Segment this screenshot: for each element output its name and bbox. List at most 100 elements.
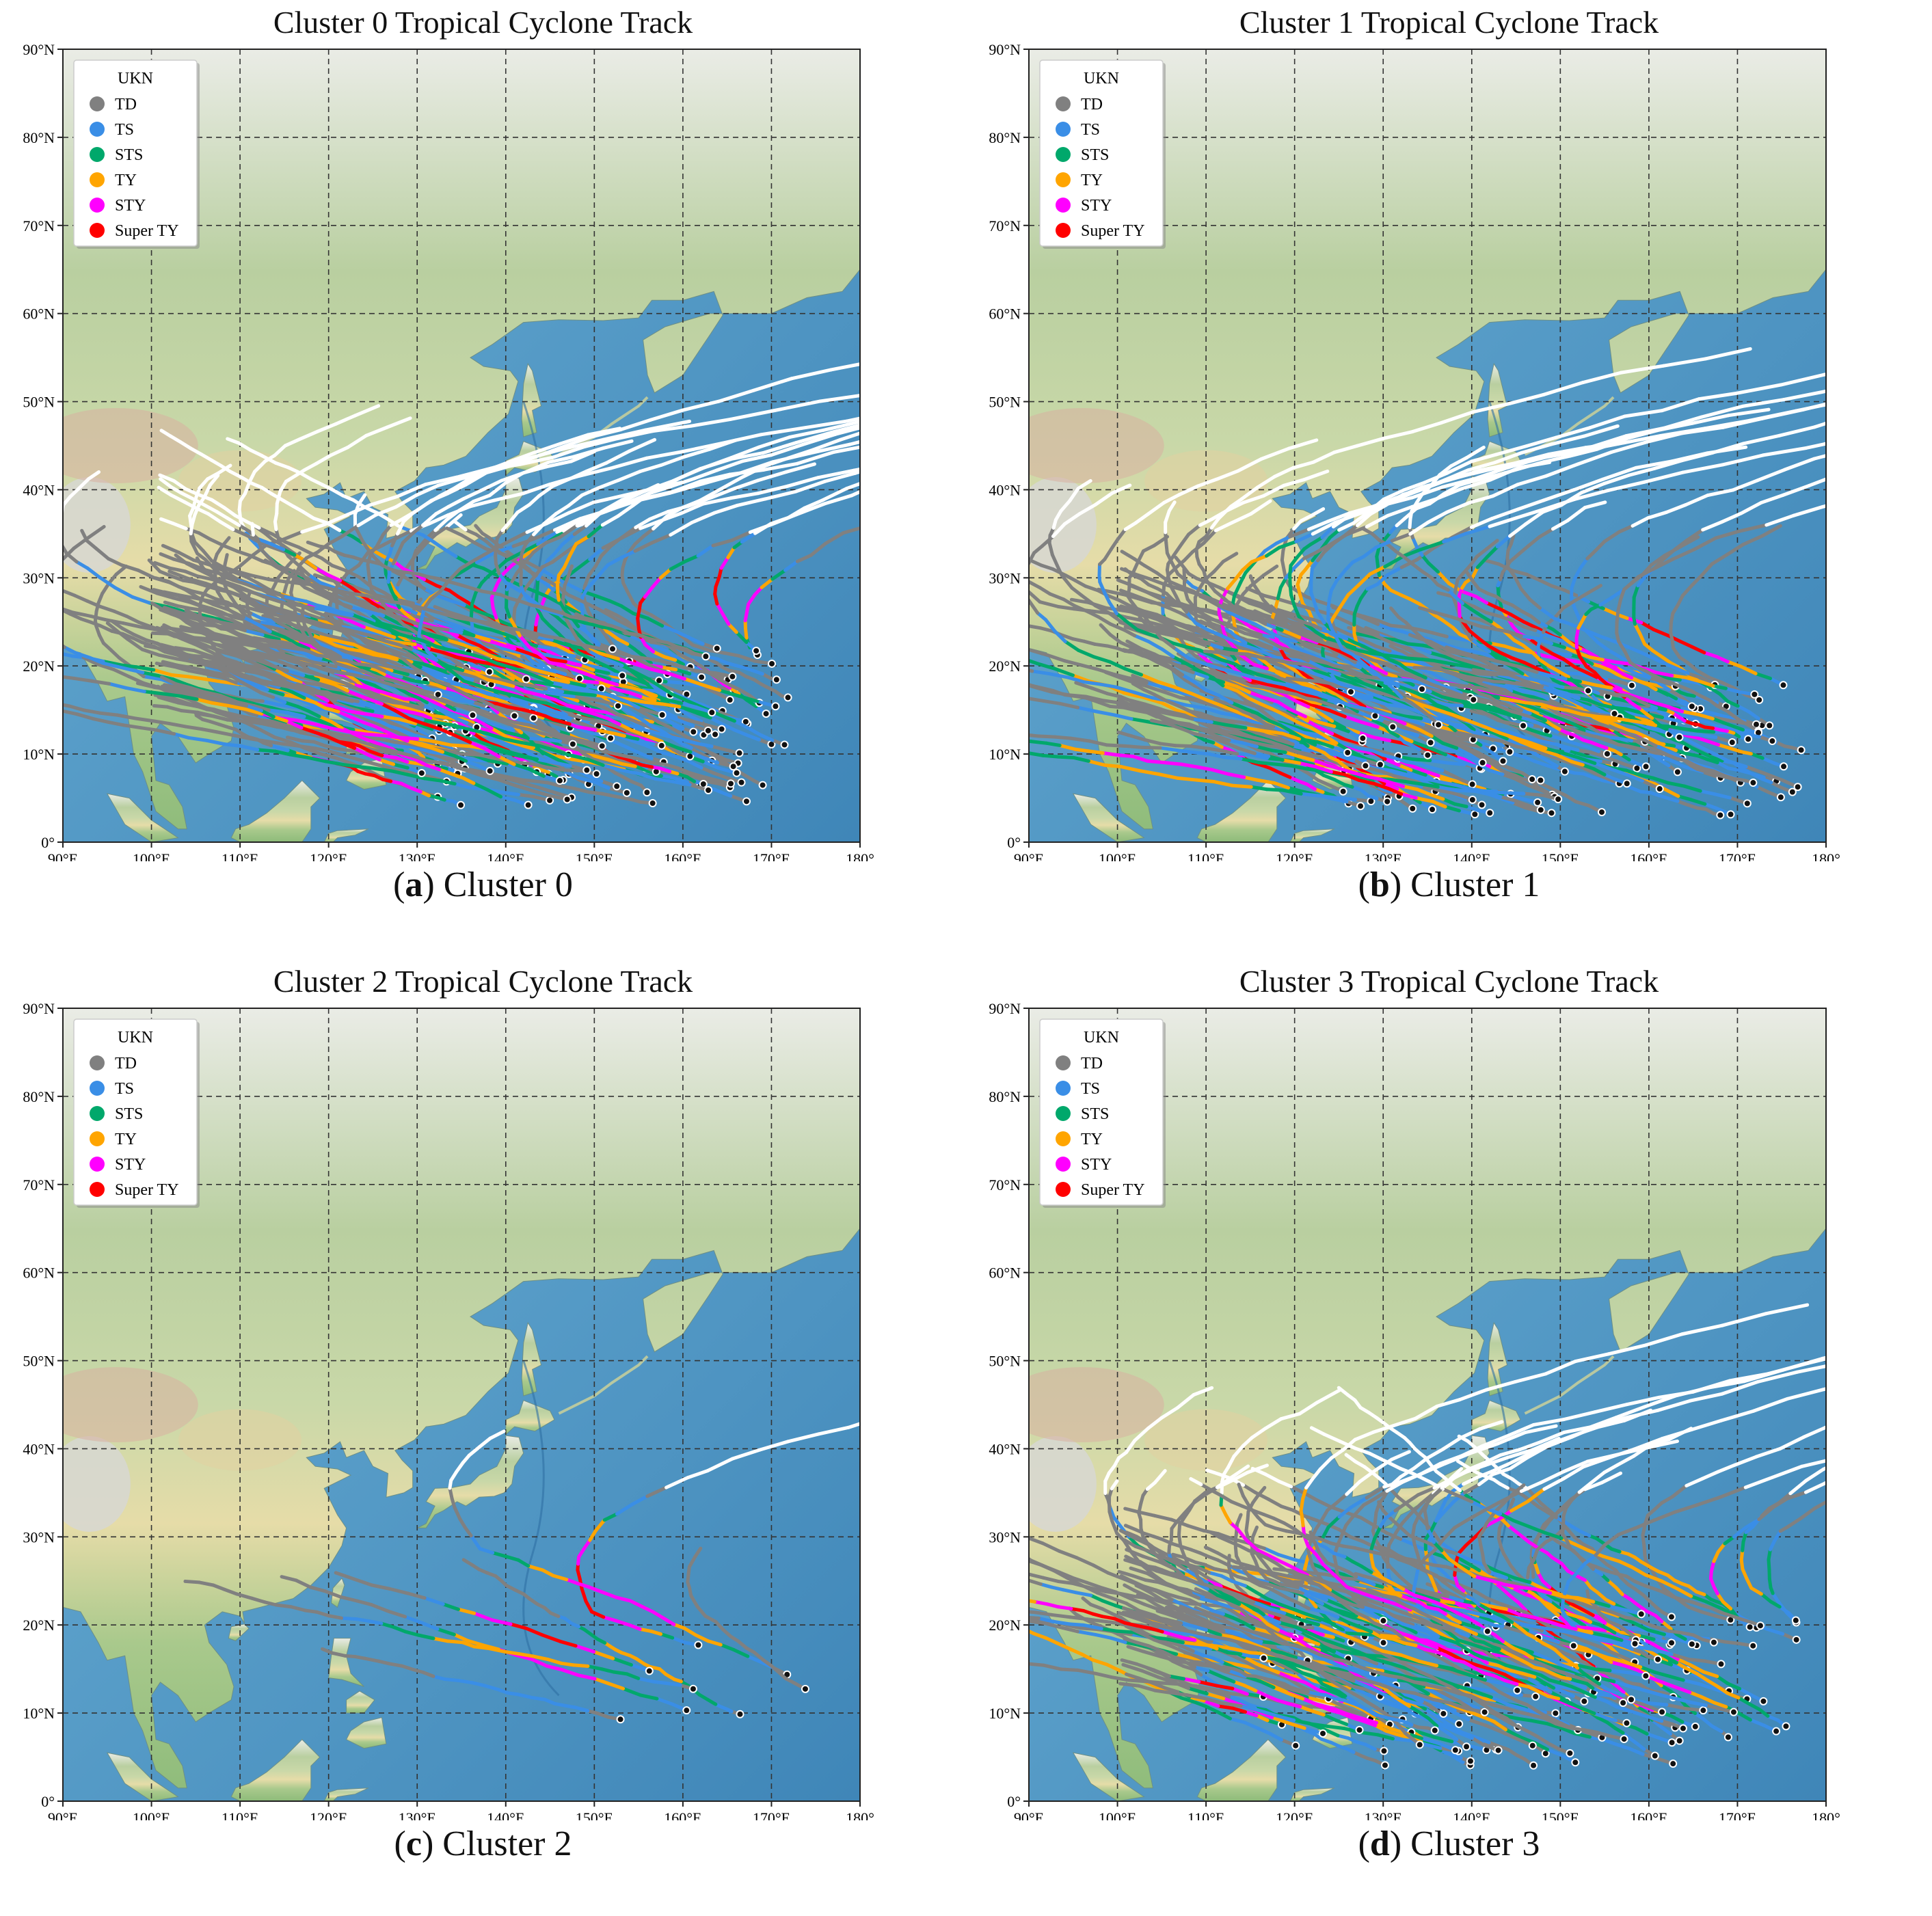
track-segment — [565, 703, 585, 713]
track-segment — [1525, 707, 1540, 716]
track-segment — [386, 606, 405, 616]
track-segment — [616, 697, 630, 704]
legend-label: TD — [115, 96, 137, 113]
track-segment — [298, 471, 313, 481]
track-segment — [25, 705, 43, 707]
track-segment — [345, 682, 361, 692]
track-segment — [355, 630, 373, 638]
track-segment — [850, 489, 860, 498]
track-segment — [1678, 678, 1698, 685]
legend-swatch — [90, 147, 105, 162]
track-segment — [626, 697, 647, 704]
track-segment — [371, 766, 394, 773]
track-segment — [455, 682, 474, 690]
track-segment — [167, 566, 187, 574]
track-segment — [152, 588, 170, 595]
track-segment — [517, 792, 535, 798]
track-segment — [228, 470, 245, 480]
track-segment — [369, 634, 388, 643]
track-segment — [760, 577, 775, 589]
track-segment — [313, 701, 327, 710]
track-segment — [150, 601, 164, 611]
track-segment — [212, 618, 230, 628]
track-segment — [593, 504, 615, 518]
track-segment — [741, 772, 755, 783]
track-segment — [176, 604, 192, 610]
track-segment — [550, 638, 570, 647]
track-segment — [1364, 625, 1378, 634]
track-segment — [643, 585, 655, 599]
track-segment — [382, 591, 397, 601]
track-segment — [418, 633, 431, 644]
track-segment — [203, 655, 222, 662]
track-segment — [377, 719, 392, 729]
track-segment — [652, 649, 667, 659]
track-segment — [1554, 426, 1592, 440]
track-segment — [619, 487, 653, 498]
track-segment — [617, 768, 640, 776]
track-segment — [127, 675, 146, 685]
track-segment — [362, 688, 383, 698]
track-segment — [259, 604, 276, 612]
genesis-marker — [485, 667, 494, 676]
genesis-marker — [613, 701, 622, 710]
track-segment — [640, 763, 654, 769]
legend-swatch — [90, 96, 105, 111]
track-segment — [432, 540, 446, 552]
track-segment — [582, 437, 619, 448]
track-segment — [258, 665, 276, 672]
track-segment — [559, 433, 590, 446]
track-segment — [550, 677, 571, 684]
track-segment — [105, 621, 120, 633]
track-segment — [658, 684, 674, 696]
track-segment — [63, 703, 72, 708]
track-segment — [479, 773, 500, 782]
track-segment — [107, 556, 124, 567]
track-segment — [676, 766, 693, 775]
track-segment — [639, 608, 653, 617]
track-segment — [608, 659, 624, 668]
track-segment — [645, 617, 665, 628]
track-segment — [169, 493, 187, 504]
track-segment — [552, 748, 572, 757]
track-segment — [226, 623, 247, 632]
track-segment — [653, 777, 675, 783]
track-segment — [412, 757, 429, 767]
track-segment — [523, 578, 534, 591]
track-segment — [433, 605, 453, 615]
track-segment — [422, 578, 439, 588]
track-segment — [468, 586, 484, 593]
track-segment — [561, 584, 567, 599]
track-segment — [590, 718, 604, 725]
track-segment — [1660, 397, 1701, 413]
tracks — [25, 362, 860, 809]
track-segment — [244, 575, 260, 585]
track-segment — [561, 532, 576, 546]
track-segment — [237, 441, 253, 453]
track-segment — [559, 664, 578, 673]
track-segment — [522, 550, 535, 567]
genesis-marker — [735, 748, 744, 757]
track-segment — [325, 667, 343, 675]
track-segment — [561, 690, 580, 696]
track-segment — [651, 576, 662, 589]
track-segment — [633, 534, 646, 546]
track-segment — [1703, 802, 1719, 810]
track-segment — [434, 645, 449, 651]
track-segment — [46, 597, 58, 608]
track-segment — [101, 641, 113, 652]
track-segment — [271, 597, 288, 606]
track-segment — [302, 461, 319, 472]
track-segment — [602, 439, 634, 450]
track-segment — [498, 719, 516, 728]
track-segment — [339, 648, 358, 657]
track-segment — [281, 692, 301, 700]
track-segment — [197, 531, 213, 541]
track-segment — [249, 611, 263, 621]
track-segment — [460, 699, 475, 704]
track-segment — [459, 675, 474, 682]
track-segment — [587, 790, 604, 796]
landmass — [1072, 793, 1145, 842]
track-segment — [643, 643, 656, 653]
track-segment — [304, 550, 320, 560]
